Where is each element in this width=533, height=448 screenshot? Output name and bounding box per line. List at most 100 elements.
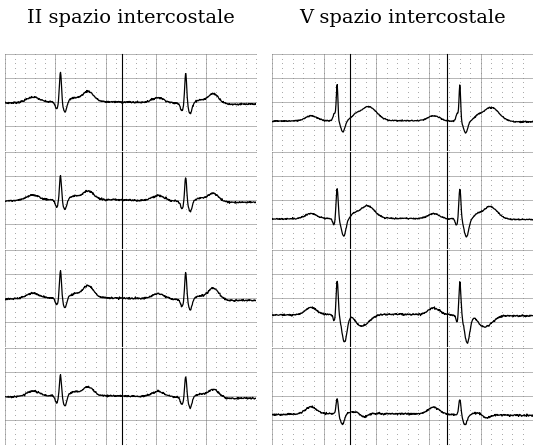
Point: [403, 406, 412, 414]
Point: [151, 440, 160, 447]
Point: [288, 148, 297, 155]
Point: [101, 153, 110, 160]
Point: [518, 108, 527, 115]
Point: [11, 186, 20, 194]
Point: [487, 55, 496, 62]
Point: [445, 270, 454, 277]
Point: [111, 225, 120, 232]
Point: [191, 256, 200, 263]
Point: [529, 387, 533, 394]
Point: [181, 225, 190, 232]
Point: [268, 416, 276, 423]
Point: [299, 74, 308, 81]
Point: [309, 172, 318, 179]
Point: [91, 256, 100, 263]
Point: [320, 225, 328, 232]
Point: [41, 251, 50, 258]
Point: [320, 406, 328, 414]
Point: [151, 93, 160, 100]
Point: [91, 234, 100, 241]
Point: [91, 342, 100, 349]
Point: [403, 89, 412, 96]
Point: [81, 349, 90, 356]
Point: [61, 103, 70, 110]
Point: [181, 270, 190, 277]
Point: [529, 416, 533, 423]
Point: [529, 327, 533, 335]
Point: [477, 158, 485, 165]
Point: [131, 182, 140, 189]
Point: [191, 406, 200, 414]
Point: [445, 98, 454, 105]
Point: [288, 186, 297, 194]
Point: [497, 275, 506, 282]
Point: [191, 323, 200, 330]
Point: [299, 225, 308, 232]
Point: [231, 363, 240, 370]
Point: [222, 387, 230, 394]
Point: [231, 220, 240, 227]
Point: [351, 299, 360, 306]
Point: [31, 148, 39, 155]
Point: [31, 435, 39, 442]
Point: [252, 383, 260, 390]
Point: [172, 392, 180, 399]
Point: [241, 363, 250, 370]
Point: [299, 146, 308, 153]
Point: [101, 244, 110, 251]
Point: [435, 117, 443, 125]
Point: [393, 65, 401, 72]
Point: [71, 261, 80, 268]
Point: [299, 186, 308, 194]
Point: [414, 289, 422, 297]
Point: [477, 383, 485, 390]
Point: [201, 88, 210, 95]
Point: [161, 88, 170, 95]
Point: [403, 229, 412, 237]
Point: [181, 327, 190, 335]
Point: [508, 275, 516, 282]
Point: [529, 368, 533, 375]
Point: [288, 327, 297, 335]
Point: [181, 368, 190, 375]
Point: [141, 206, 150, 213]
Point: [241, 93, 250, 100]
Point: [529, 211, 533, 218]
Point: [508, 112, 516, 120]
Point: [341, 289, 349, 297]
Point: [131, 244, 140, 251]
Point: [456, 141, 464, 148]
Point: [91, 265, 100, 272]
Point: [122, 229, 130, 237]
Point: [351, 93, 360, 100]
Point: [252, 256, 260, 263]
Point: [309, 98, 318, 105]
Point: [508, 435, 516, 442]
Point: [172, 84, 180, 91]
Point: [252, 167, 260, 174]
Point: [508, 167, 516, 174]
Point: [435, 363, 443, 370]
Point: [241, 148, 250, 155]
Point: [131, 363, 140, 370]
Point: [252, 270, 260, 277]
Point: [71, 368, 80, 375]
Point: [278, 332, 287, 340]
Point: [330, 426, 339, 433]
Point: [320, 158, 328, 165]
Point: [91, 332, 100, 340]
Point: [241, 98, 250, 105]
Point: [299, 406, 308, 414]
Point: [181, 60, 190, 67]
Point: [393, 153, 401, 160]
Point: [151, 284, 160, 292]
Point: [518, 177, 527, 184]
Point: [361, 363, 370, 370]
Point: [141, 244, 150, 251]
Point: [351, 146, 360, 153]
Point: [466, 332, 474, 340]
Point: [288, 387, 297, 394]
Point: [320, 280, 328, 287]
Point: [529, 112, 533, 120]
Point: [456, 55, 464, 62]
